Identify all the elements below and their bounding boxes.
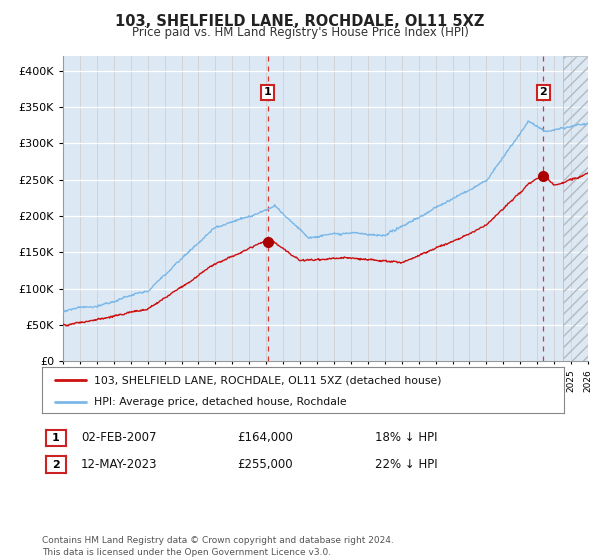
Text: 02-FEB-2007: 02-FEB-2007: [81, 431, 157, 445]
Text: 2: 2: [539, 87, 547, 97]
Bar: [563, 56, 596, 361]
Bar: [563, 56, 596, 361]
Text: 2: 2: [52, 460, 59, 470]
Text: 103, SHELFIELD LANE, ROCHDALE, OL11 5XZ (detached house): 103, SHELFIELD LANE, ROCHDALE, OL11 5XZ …: [94, 375, 442, 385]
Text: 12-MAY-2023: 12-MAY-2023: [81, 458, 157, 472]
Text: 1: 1: [52, 433, 59, 443]
Text: Contains HM Land Registry data © Crown copyright and database right 2024.
This d: Contains HM Land Registry data © Crown c…: [42, 536, 394, 557]
Text: Price paid vs. HM Land Registry's House Price Index (HPI): Price paid vs. HM Land Registry's House …: [131, 26, 469, 39]
Text: £164,000: £164,000: [237, 431, 293, 445]
Text: £255,000: £255,000: [237, 458, 293, 472]
Text: 18% ↓ HPI: 18% ↓ HPI: [375, 431, 437, 445]
Bar: [563, 56, 596, 361]
Text: 1: 1: [264, 87, 272, 97]
Text: 103, SHELFIELD LANE, ROCHDALE, OL11 5XZ: 103, SHELFIELD LANE, ROCHDALE, OL11 5XZ: [115, 14, 485, 29]
Text: 22% ↓ HPI: 22% ↓ HPI: [375, 458, 437, 472]
Text: HPI: Average price, detached house, Rochdale: HPI: Average price, detached house, Roch…: [94, 397, 347, 407]
